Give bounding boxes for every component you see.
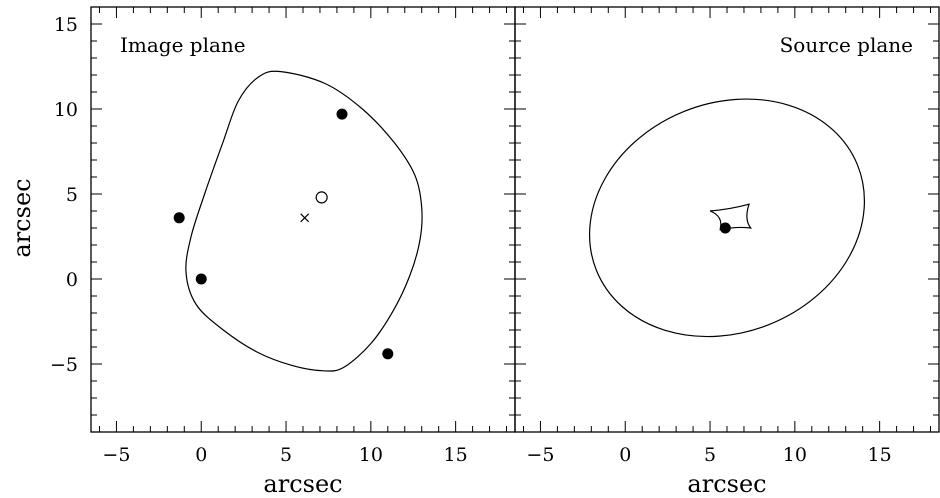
y-tick-label: 5: [66, 184, 78, 206]
x-tick-label: 5: [704, 444, 716, 466]
y-tick-label: 10: [54, 99, 78, 121]
x-tick-label: 10: [783, 444, 807, 466]
source-plane-title: Source plane: [780, 33, 913, 57]
y-tick-label: 0: [66, 269, 78, 291]
y-tick-label: 15: [54, 14, 78, 36]
source-plane-panel: −5 0 5 10 15 Source plane arcsec: [514, 6, 940, 498]
x-tick-label: 15: [444, 444, 468, 466]
x-axis-label-left: arcsec: [263, 470, 342, 498]
y-axis-label: arcsec: [8, 178, 36, 257]
image-point: [382, 348, 394, 360]
x-axis-label-right: arcsec: [687, 470, 766, 498]
astroid-caustic: [709, 203, 753, 231]
x-tick-label: −5: [526, 444, 554, 466]
critical-curve: [185, 70, 423, 372]
x-tick-label: 10: [359, 444, 383, 466]
x-tick-label: 0: [619, 444, 631, 466]
outer-caustic: [588, 98, 866, 338]
x-tick-label: 5: [280, 444, 292, 466]
image-point: [195, 273, 207, 285]
x-tick-label: 15: [868, 444, 892, 466]
image-point: [336, 108, 348, 120]
x-tick-label: 0: [195, 444, 207, 466]
source-plane-frame: [514, 6, 940, 433]
y-tick-label: −5: [50, 354, 78, 376]
model-image-circle: [315, 191, 328, 204]
image-plane-panel: −5 0 5 10 15 −5 0 5 10 15 Image plane arcsec: [50, 6, 516, 498]
source-point: [719, 222, 731, 234]
x-tick-label: −5: [102, 444, 130, 466]
lens-center-cross: [300, 213, 310, 223]
image-plane-title: Image plane: [120, 33, 246, 57]
image-point: [173, 212, 185, 224]
